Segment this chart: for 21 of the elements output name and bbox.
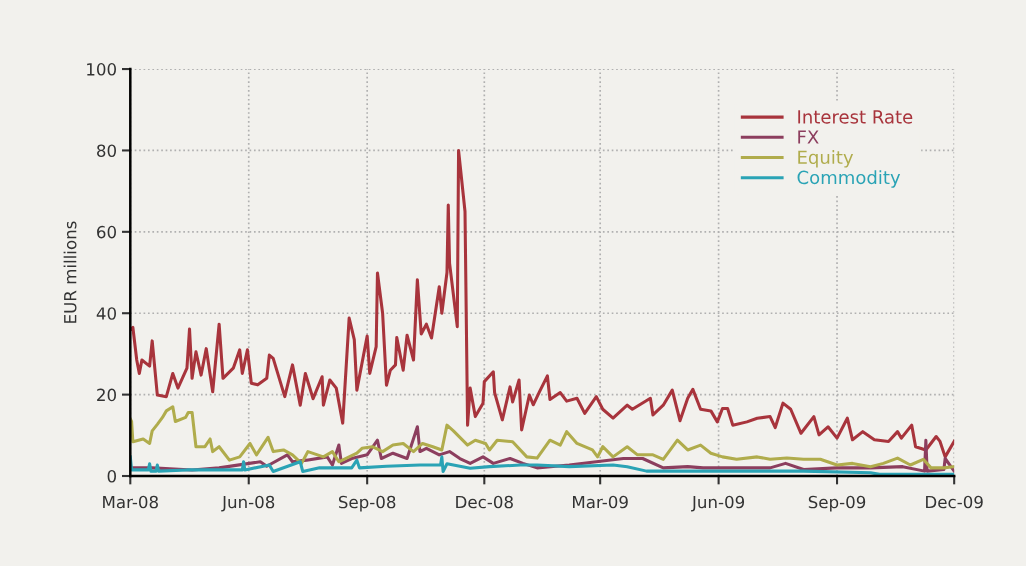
y-tick-label: 0 — [107, 469, 116, 483]
line-series — [130, 148, 955, 459]
line-series — [130, 405, 955, 470]
y-tick-label: 80 — [97, 144, 116, 158]
x-tick-label: Dec-09 — [926, 495, 983, 509]
x-tick-label: Sep-08 — [338, 495, 396, 512]
legend-label: Commodity — [797, 170, 901, 188]
y-tick-label: 20 — [97, 388, 116, 402]
y-axis-title: EUR millions — [63, 221, 77, 323]
x-tick-label: Mar-08 — [103, 495, 158, 509]
legend-label: Equity — [798, 150, 854, 168]
legend-label: Interest Rate — [798, 110, 913, 124]
y-tick-label: 60 — [97, 225, 116, 239]
x-tick-label: Jun-08 — [221, 495, 275, 512]
x-tick-label: Sep-09 — [808, 495, 866, 512]
x-tick-label: Mar-09 — [573, 495, 628, 509]
x-tick-label: Jun-09 — [691, 495, 745, 512]
y-tick-label: 40 — [96, 307, 116, 320]
x-tick-label: Dec-08 — [456, 495, 513, 509]
y-tick-label: 100 — [87, 63, 116, 76]
legend-label: FX — [798, 130, 819, 144]
